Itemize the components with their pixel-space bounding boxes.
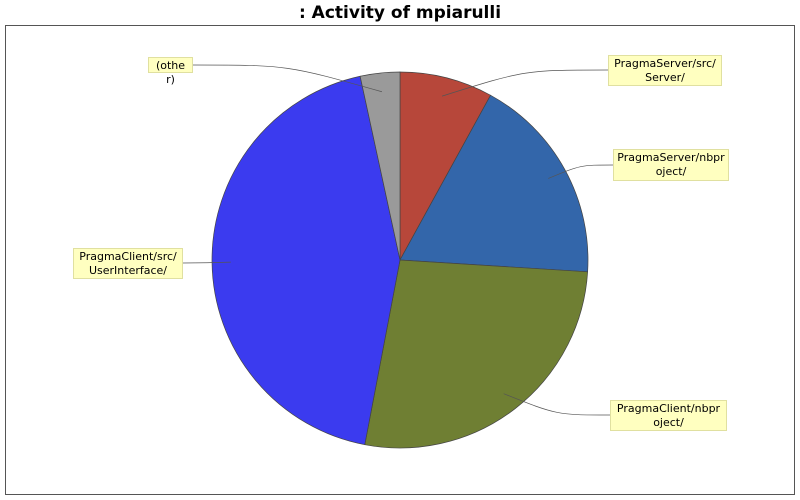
pie-slice	[364, 259, 589, 449]
slice-label: PragmaClient/src/UserInterface/	[73, 248, 183, 279]
leader-line	[441, 69, 609, 97]
chart-title: : Activity of mpiarulli	[298, 3, 502, 23]
pie-slice	[399, 94, 589, 273]
leader-line	[192, 64, 383, 93]
slice-label: PragmaServer/src/Server/	[608, 55, 722, 86]
leader-line	[548, 164, 614, 179]
slice-label: PragmaServer/nbproject/	[613, 149, 729, 181]
slice-label: (other)	[148, 57, 193, 86]
pie-slice	[359, 71, 401, 261]
leader-line	[503, 393, 611, 416]
leader-line	[182, 261, 231, 264]
slice-label: PragmaClient/nbproject/	[610, 400, 727, 431]
pie-slice	[399, 71, 492, 261]
